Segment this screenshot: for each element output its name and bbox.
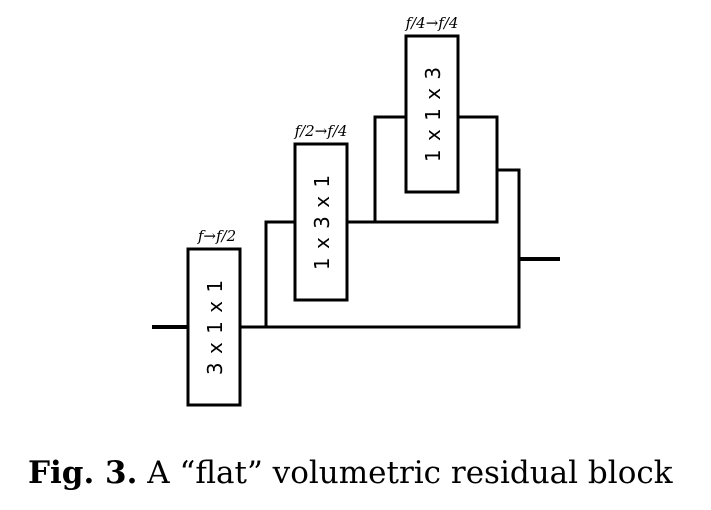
conv-block-1-box	[186, 247, 242, 407]
conv-block-2-box	[293, 142, 349, 302]
conv-block-3: 1 x 1 x 3 f/4→f/4	[404, 14, 460, 194]
conv-block-2-channels: f/2→f/4	[294, 122, 348, 140]
branch-to-block-2	[264, 220, 297, 329]
conv-block-3-channels: f/4→f/4	[405, 14, 459, 32]
branch-to-block-3	[373, 115, 408, 224]
conv-block-3-label: 1 x 1 x 3	[421, 66, 445, 162]
conv-block-1-channels: f→f/2	[197, 227, 236, 245]
conv-block-1-label: 3 x 1 x 1	[203, 279, 227, 375]
figure-label: Fig. 3.	[28, 455, 138, 491]
residual-block-diagram: 3 x 1 x 1 f→f/2 1 x 3 x 1 f/2→f/4 1 x 1 …	[152, 14, 560, 407]
conv-block-1: 3 x 1 x 1 f→f/2	[186, 227, 242, 407]
conv-block-2: 1 x 3 x 1 f/2→f/4	[293, 122, 349, 302]
figure-caption: Fig. 3. A “flat” volumetric residual blo…	[28, 455, 673, 491]
block-2-output-connection	[345, 115, 499, 224]
figure-caption-text: A “flat” volumetric residual block	[137, 455, 673, 491]
main-skip-connection	[238, 168, 521, 329]
conv-block-2-label: 1 x 3 x 1	[310, 174, 334, 270]
conv-block-3-box	[404, 34, 460, 194]
